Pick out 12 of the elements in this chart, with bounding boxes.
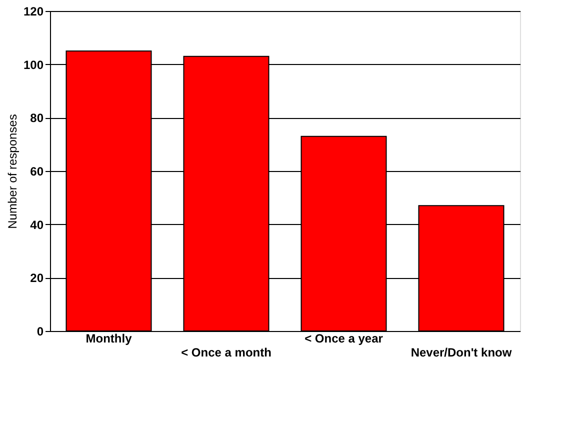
y-tick-label: 0 (36, 324, 44, 338)
y-axis-title: Number of responses (5, 114, 20, 229)
y-tick-label: 120 (23, 4, 44, 18)
y-tick-label: 40 (30, 218, 44, 232)
y-tick-label: 20 (30, 271, 44, 286)
x-tick-label: Never/Don't know (410, 346, 512, 360)
x-tick-label: Monthly (86, 332, 132, 346)
x-tick-label: < Once a month (181, 346, 272, 360)
y-tick-label: 80 (30, 111, 44, 126)
y-tick-label: 60 (30, 164, 44, 178)
x-tick-label: < Once a year (304, 332, 384, 346)
y-tick-label: 100 (23, 58, 44, 72)
